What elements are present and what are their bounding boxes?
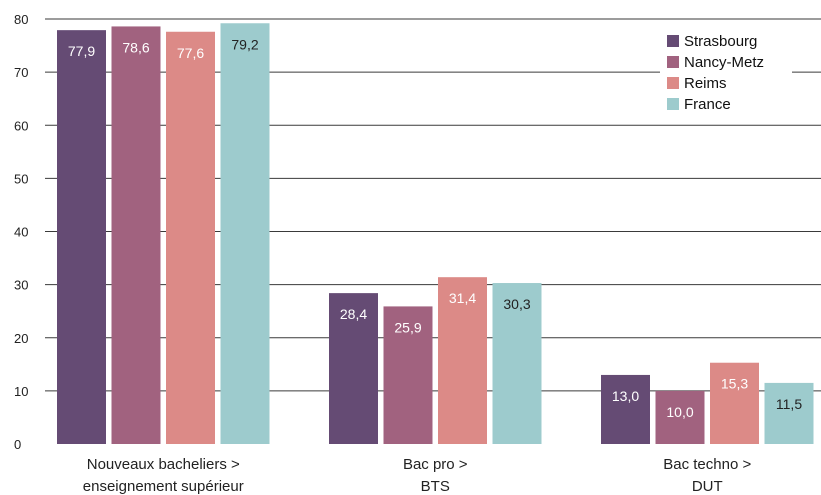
y-tick-label: 0 <box>14 437 21 452</box>
category-label: enseignement supérieur <box>83 478 244 495</box>
y-tick-label: 40 <box>14 225 28 240</box>
category-label: DUT <box>692 478 723 495</box>
legend: Strasbourg Nancy-Metz Reims France <box>660 30 792 122</box>
bar <box>710 362 759 444</box>
y-tick-label: 50 <box>14 171 28 186</box>
category-label: BTS <box>421 478 450 495</box>
bars: 77,9 28,4 13,0 78,6 25,9 10,0 77,6 31,4 15,3 79,2… <box>57 23 814 444</box>
data-label: 77,9 <box>68 43 95 59</box>
y-tick-label: 10 <box>14 384 28 399</box>
data-label: 13,0 <box>612 388 639 404</box>
data-label: 79,2 <box>231 36 258 52</box>
bar <box>383 306 433 444</box>
bar <box>492 283 542 444</box>
bar <box>655 390 705 444</box>
bar <box>438 277 487 444</box>
legend-swatch <box>667 77 679 89</box>
bar <box>111 26 161 444</box>
bar <box>166 31 215 444</box>
category-label: Bac techno > <box>663 456 751 473</box>
legend-label: Strasbourg <box>684 33 757 50</box>
legend-label: France <box>684 96 731 113</box>
data-label: 31,4 <box>449 290 476 306</box>
data-label: 15,3 <box>721 376 748 392</box>
x-axis: Nouveaux bacheliers > enseignement supéri… <box>83 456 752 495</box>
y-tick-label: 60 <box>14 118 28 133</box>
data-label: 30,3 <box>503 296 530 312</box>
legend-label: Nancy-Metz <box>684 54 764 71</box>
bar <box>329 293 378 444</box>
data-label: 25,9 <box>394 319 421 335</box>
legend-swatch <box>667 35 679 47</box>
legend-swatch <box>667 98 679 110</box>
category-label: Bac pro > <box>403 456 468 473</box>
bar <box>57 30 106 444</box>
bar <box>764 382 814 444</box>
data-label: 28,4 <box>340 306 367 322</box>
legend-swatch <box>667 56 679 68</box>
y-tick-label: 80 <box>14 12 28 27</box>
legend-label: Reims <box>684 75 727 92</box>
bar <box>220 23 270 444</box>
category-label: Nouveaux bacheliers > <box>87 456 240 473</box>
y-axis: 0 10 20 30 40 50 60 70 80 <box>14 12 28 452</box>
bar <box>601 374 650 444</box>
legend-background <box>660 30 792 122</box>
data-label: 11,5 <box>776 396 802 412</box>
y-tick-label: 70 <box>14 65 28 80</box>
data-label: 78,6 <box>122 39 149 55</box>
y-tick-label: 20 <box>14 331 28 346</box>
y-tick-label: 30 <box>14 278 28 293</box>
data-label: 77,6 <box>177 45 204 61</box>
data-label: 10,0 <box>666 404 693 420</box>
